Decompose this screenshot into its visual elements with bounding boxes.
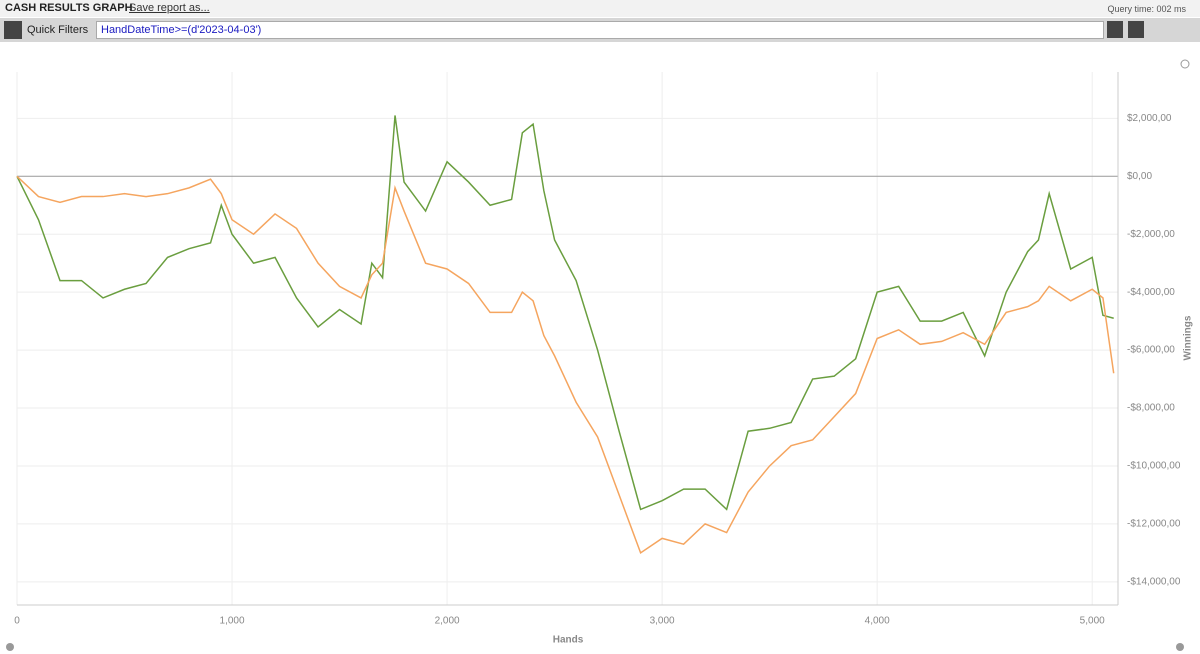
y-tick-label: -$6,000,00 — [1127, 345, 1175, 356]
y-axis-label: Winnings — [1183, 315, 1194, 360]
report-title: CASH RESULTS GRAPH — [5, 2, 133, 14]
y-tick-label: -$12,000,00 — [1127, 519, 1181, 530]
quick-filters-label[interactable]: Quick Filters — [27, 24, 89, 36]
y-tick-label: -$14,000,00 — [1127, 576, 1181, 587]
x-tick-label: 3,000 — [650, 616, 675, 627]
filter-icon[interactable] — [4, 21, 22, 39]
y-tick-label: $0,00 — [1127, 171, 1152, 182]
series-line — [16, 175, 1115, 555]
x-tick-label: 4,000 — [865, 616, 890, 627]
x-tick-label: 1,000 — [220, 616, 245, 627]
y-tick-label: -$10,000,00 — [1127, 461, 1181, 472]
save-filter-button[interactable] — [1107, 21, 1123, 38]
filter-input[interactable]: HandDateTime>=(d'2023-04-03') — [96, 21, 1104, 39]
x-axis-label: Hands — [553, 635, 584, 646]
series-line — [16, 115, 1114, 511]
title-bar: CASH RESULTS GRAPH Save report as... Que… — [0, 0, 1200, 17]
x-tick-label: 0 — [14, 616, 20, 627]
x-tick-label: 2,000 — [435, 616, 460, 627]
y-tick-label: -$2,000,00 — [1127, 229, 1175, 240]
filter-bar: Quick Filters HandDateTime>=(d'2023-04-0… — [0, 18, 1200, 42]
query-time: Query time: 002 ms — [1107, 4, 1186, 14]
x-tick-label: 5,000 — [1080, 616, 1105, 627]
zoom-icon[interactable] — [1180, 59, 1190, 69]
y-tick-label: $2,000,00 — [1127, 113, 1172, 124]
y-tick-label: -$4,000,00 — [1127, 287, 1175, 298]
save-report-link[interactable]: Save report as... — [129, 2, 210, 14]
y-tick-label: -$8,000,00 — [1127, 403, 1175, 414]
info-icon[interactable] — [1176, 643, 1184, 651]
settings-icon[interactable] — [6, 643, 14, 651]
clear-filter-button[interactable] — [1128, 21, 1144, 38]
